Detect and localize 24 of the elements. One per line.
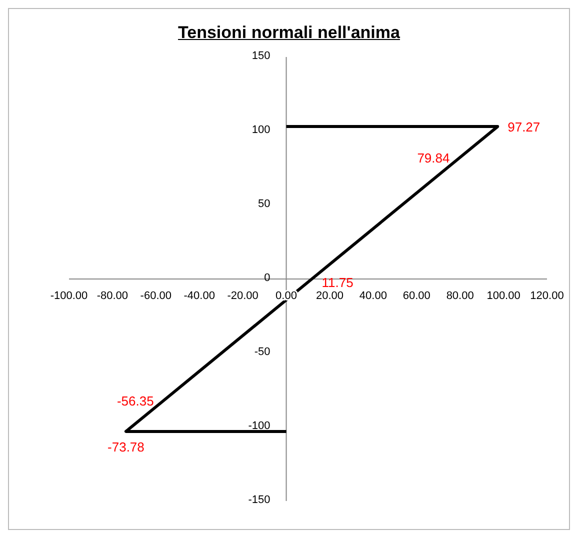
x-tick-label: 40.00 <box>359 290 387 302</box>
x-tick-label: -100.00 <box>50 290 88 302</box>
x-tick-label: -60.00 <box>140 290 172 302</box>
y-tick-label: 0 <box>264 272 270 284</box>
x-tick-label: -80.00 <box>96 290 128 302</box>
x-tick-label: -20.00 <box>227 290 258 302</box>
y-tick-label: 50 <box>258 198 270 210</box>
annotation: -56.35 <box>116 393 154 408</box>
annotation: -73.78 <box>108 439 144 454</box>
x-tick-label: 20.00 <box>316 290 344 302</box>
y-tick-label: -50 <box>254 346 270 358</box>
y-tick-label: 100 <box>252 124 270 136</box>
y-tick-label: 150 <box>252 50 270 62</box>
annotation: 11.75 <box>322 275 354 290</box>
x-tick-label: 120.00 <box>530 290 564 302</box>
y-tick-label: -150 <box>248 494 270 506</box>
chart-title: Tensioni normali nell'anima <box>177 23 401 43</box>
x-tick-label: 80.00 <box>446 290 474 302</box>
y-tick-label: -100 <box>248 420 270 432</box>
x-tick-label: -40.00 <box>184 290 215 302</box>
annotation: 97.27 <box>508 120 540 135</box>
annotation: 79.84 <box>417 150 450 166</box>
x-tick-label: 100.00 <box>486 290 520 302</box>
x-tick-label: 60.00 <box>402 290 430 302</box>
